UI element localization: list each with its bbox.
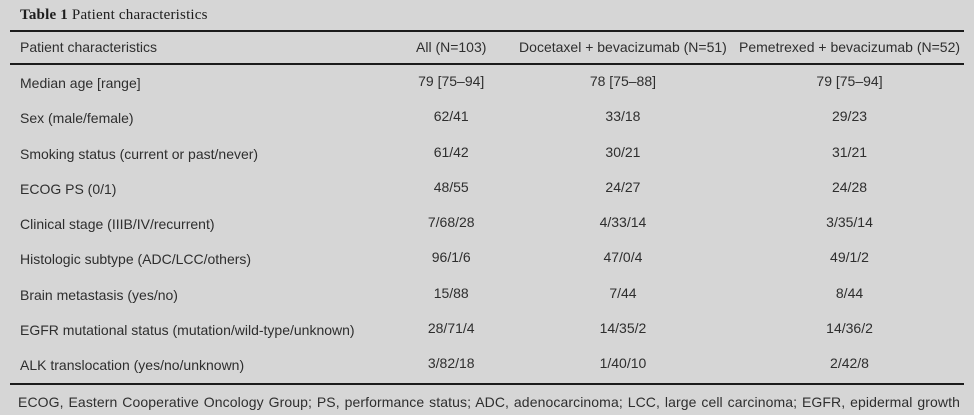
column-header-all: All (N=103) [391,32,511,65]
table-caption: Patient characteristics [67,7,208,23]
value-cell-pemetrexed: 79 [75–94] [816,73,883,89]
table-row: Clinical stage (IIIB/IV/recurrent) 7/68/… [10,206,964,241]
row-label: ECOG PS (0/1) [20,180,117,197]
table-row: Sex (male/female) 62/41 33/18 29/23 [10,100,964,135]
row-label-cell: ALK translocation (yes/no/unknown) [10,347,392,383]
value-cell-all: 62/41 [433,108,469,125]
value-cell-all: 61/42 [433,143,469,160]
table-number: Table 1 [20,7,68,23]
value-cell-pemetrexed: 8/44 [835,284,864,301]
table-footnote: ECOG, Eastern Cooperative Oncology Group… [18,393,960,415]
value-cell-docetaxel: 24/27 [605,178,641,195]
row-label: Brain metastasis (yes/no) [20,286,178,303]
value-cell-docetaxel: 4/33/14 [599,214,647,231]
column-header-patient-characteristics: Patient characteristics [10,32,392,65]
row-label-cell: ECOG PS (0/1) [10,171,392,206]
row-label-cell: Brain metastasis (yes/no) [10,277,392,312]
value-cell-pemetrexed: 29/23 [831,108,868,125]
value-cell-pemetrexed: 14/36/2 [826,320,873,337]
value-cell-docetaxel: 78 [75–88] [589,73,657,89]
row-label: EGFR mutational status (mutation/wild-ty… [20,322,355,339]
patient-characteristics-table: Patient characteristics All (N=103) Doce… [10,32,964,385]
value-cell-docetaxel: 30/21 [605,143,641,160]
value-cell-all: 48/55 [433,178,469,195]
row-label-cell: Clinical stage (IIIB/IV/recurrent) [10,206,392,241]
value-cell-pemetrexed: 49/1/2 [830,249,869,266]
row-label: Median age [range] [20,75,141,91]
value-cell-pemetrexed: 31/21 [831,143,868,160]
table-row: ECOG PS (0/1) 48/55 24/27 24/28 [10,171,964,206]
row-label: Sex (male/female) [20,110,134,127]
row-label: Clinical stage (IIIB/IV/recurrent) [20,216,215,233]
value-cell-docetaxel: 47/0/4 [603,249,643,266]
table-row: ALK translocation (yes/no/unknown) 3/82/… [10,347,964,383]
table-row: Brain metastasis (yes/no) 15/88 7/44 8/4… [10,277,964,312]
table-row: Median age [range] 79 [75–94] 78 [75–88]… [10,64,964,100]
value-cell-docetaxel: 7/44 [609,284,637,301]
value-cell-all: 15/88 [433,284,469,301]
table-row: EGFR mutational status (mutation/wild-ty… [10,312,964,347]
table-header-row: Patient characteristics All (N=103) Doce… [10,32,964,65]
value-cell-all: 28/71/4 [427,320,475,337]
table-body: Median age [range] 79 [75–94] 78 [75–88]… [10,64,964,384]
row-label: Histologic subtype (ADC/LCC/others) [20,251,252,268]
table-title: Table 1 Patient characteristics [10,4,964,32]
value-cell-all: 3/82/18 [427,355,475,372]
value-cell-all: 7/68/28 [427,214,475,231]
table-row: Histologic subtype (ADC/LCC/others) 96/1… [10,241,964,276]
value-cell-docetaxel: 14/35/2 [599,320,647,337]
value-cell-pemetrexed: 3/35/14 [826,214,873,231]
value-cell-pemetrexed: 24/28 [831,178,868,195]
row-label-cell: Histologic subtype (ADC/LCC/others) [10,241,392,276]
value-cell-pemetrexed: 2/42/8 [830,355,869,372]
row-label-cell: Median age [range] [10,64,392,100]
column-header-pemetrexed-bevacizumab: Pemetrexed + bevacizumab (N=52) [735,32,964,65]
row-label-cell: Sex (male/female) [10,100,392,135]
value-cell-docetaxel: 1/40/10 [599,355,647,372]
column-header-docetaxel-bevacizumab: Docetaxel + bevacizumab (N=51) [510,32,736,65]
row-label: ALK translocation (yes/no/unknown) [20,357,245,374]
row-label-cell: EGFR mutational status (mutation/wild-ty… [10,312,392,347]
table-row: Smoking status (current or past/never) 6… [10,136,964,171]
value-cell-docetaxel: 33/18 [605,108,641,125]
row-label: Smoking status (current or past/never) [20,145,259,162]
value-cell-all: 96/1/6 [431,249,471,266]
value-cell-all: 79 [75–94] [418,73,485,89]
row-label-cell: Smoking status (current or past/never) [10,136,392,171]
